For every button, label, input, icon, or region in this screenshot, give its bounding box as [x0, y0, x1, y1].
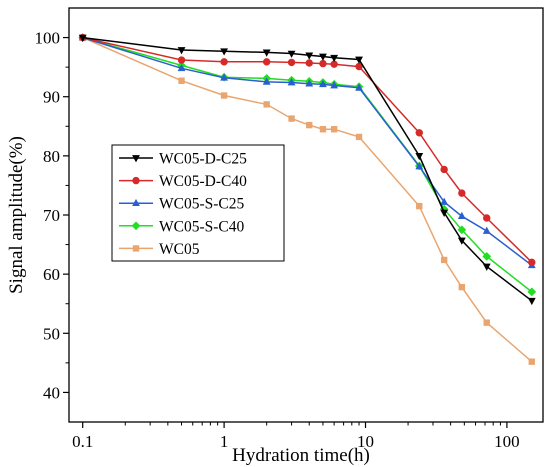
- data-point: [355, 83, 363, 91]
- data-point: [458, 283, 466, 291]
- data-point: [287, 58, 296, 67]
- series-line: [82, 36, 533, 263]
- data-point: [319, 126, 327, 133]
- legend-label: WC05: [159, 241, 200, 258]
- y-tick-label: 80: [43, 147, 60, 166]
- y-tick-label: 90: [43, 88, 60, 107]
- data-point: [416, 202, 423, 210]
- series-WC05-D-C40: [79, 33, 536, 267]
- data-point: [287, 50, 296, 58]
- data-point: [262, 58, 271, 66]
- legend-item: WC05-D-C25: [119, 151, 247, 168]
- x-tick-label: 1: [220, 432, 229, 451]
- series-layer: [78, 33, 537, 365]
- legend-marker: [131, 221, 141, 231]
- data-point: [483, 214, 491, 222]
- data-point: [440, 165, 448, 174]
- data-point: [305, 52, 314, 60]
- x-tick-label: 0.1: [72, 432, 93, 451]
- legend-item: WC05-D-C40: [119, 173, 247, 190]
- legend-label: WC05-D-C40: [159, 173, 247, 190]
- data-point: [440, 209, 449, 218]
- data-point: [527, 287, 537, 297]
- series-line: [82, 36, 533, 302]
- series-line: [82, 36, 533, 363]
- data-point: [458, 189, 466, 197]
- data-point: [440, 256, 448, 264]
- data-point: [483, 319, 490, 326]
- legend-label: WC05-S-C40: [159, 218, 245, 235]
- data-point: [177, 63, 186, 72]
- legend-item: WC05: [119, 241, 200, 258]
- data-point: [305, 59, 313, 67]
- y-tick-label: 50: [43, 324, 60, 343]
- series-line: [82, 36, 533, 266]
- data-point: [482, 252, 492, 261]
- data-point: [482, 226, 491, 234]
- data-point: [178, 77, 185, 84]
- data-point: [220, 92, 228, 99]
- data-point: [528, 258, 536, 267]
- data-point: [330, 81, 339, 89]
- data-point: [457, 237, 466, 245]
- legend-marker: [132, 155, 140, 163]
- data-point: [287, 78, 296, 86]
- y-tick-label: 100: [35, 29, 61, 48]
- data-point: [262, 49, 271, 57]
- data-point: [319, 59, 327, 68]
- series-WC05: [79, 34, 535, 365]
- data-point: [355, 133, 363, 141]
- data-point: [482, 263, 491, 271]
- axes-layer: 0.1 1 10 100 40 50 60 70 80 90 100: [35, 29, 520, 451]
- legend-marker: [132, 198, 140, 207]
- data-point: [528, 358, 535, 365]
- y-tick-label: 70: [43, 206, 60, 225]
- data-point: [306, 121, 313, 129]
- x-tick-label: 10: [357, 432, 374, 451]
- data-point: [177, 47, 186, 55]
- x-axis-label: Hydration time(h): [232, 445, 370, 466]
- data-point: [288, 115, 295, 122]
- data-point: [78, 34, 87, 42]
- data-point: [220, 73, 229, 81]
- data-point: [305, 79, 314, 87]
- legend-label: WC05-D-C25: [159, 151, 247, 168]
- data-point: [415, 162, 424, 170]
- legend-item: WC05-S-C25: [119, 196, 245, 213]
- legend: WC05-D-C25 WC05-D-C40 WC05-S-C25 WC05-S-C40…: [111, 144, 285, 262]
- data-point: [220, 48, 229, 56]
- data-point: [263, 101, 270, 108]
- data-point: [319, 53, 327, 61]
- data-point: [220, 58, 228, 66]
- data-point: [330, 54, 339, 63]
- data-point: [527, 297, 536, 306]
- data-point: [415, 129, 423, 137]
- data-point: [177, 56, 186, 64]
- data-point: [355, 56, 363, 64]
- data-point: [440, 197, 449, 205]
- x-tick-label: 100: [494, 432, 520, 451]
- legend-marker: [132, 176, 140, 185]
- data-point: [457, 211, 466, 220]
- data-point: [457, 225, 467, 235]
- data-point: [319, 79, 327, 88]
- data-point: [330, 126, 338, 133]
- y-tick-label: 60: [43, 265, 60, 284]
- data-point: [262, 77, 271, 85]
- y-tick-label: 40: [43, 383, 60, 402]
- series-line: [82, 36, 533, 293]
- data-point: [415, 153, 424, 161]
- y-axis-label: Signal amplitude(%): [6, 136, 27, 294]
- series-WC05-D-C25: [78, 34, 536, 306]
- legend-item: WC05-S-C40: [119, 218, 245, 235]
- legend-label: WC05-S-C25: [159, 196, 245, 213]
- legend-marker: [132, 245, 140, 252]
